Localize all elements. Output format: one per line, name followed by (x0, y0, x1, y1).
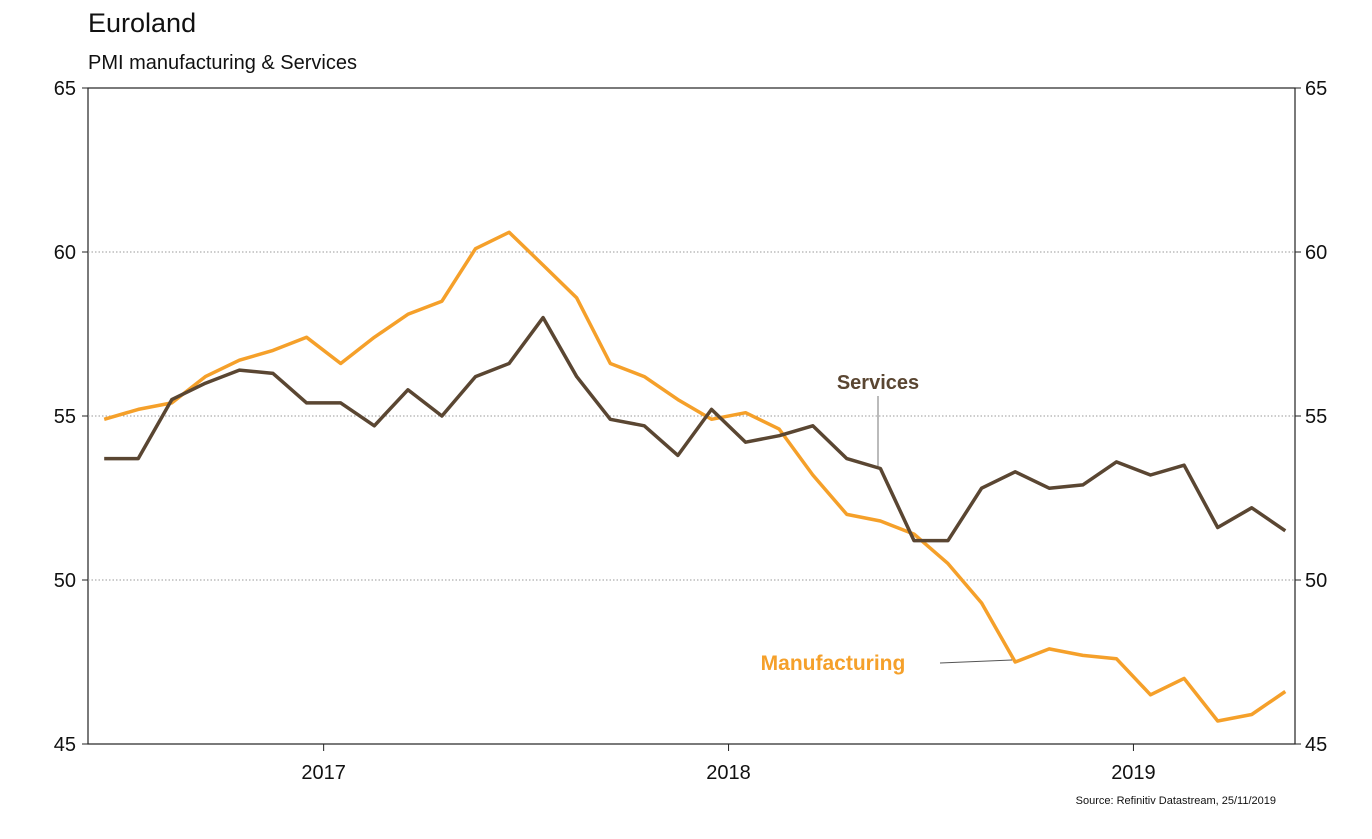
y-tick-label: 50 (54, 570, 76, 592)
y-tick-label: 65 (54, 78, 76, 100)
y2-tick-label: 60 (1305, 242, 1327, 264)
y-tick-label: 60 (54, 242, 76, 264)
series-label: Services (837, 372, 919, 394)
x-tick-label: 2017 (301, 762, 346, 784)
y2-tick-label: 55 (1305, 406, 1327, 428)
source: Source: Refinitiv Datastream, 25/11/2019 (1076, 795, 1276, 807)
chart-subtitle: PMI manufacturing & Services (88, 52, 357, 74)
chart-title: Euroland (88, 8, 196, 38)
series-line (104, 315, 1287, 543)
y2-tick-label: 50 (1305, 570, 1327, 592)
series-label: Manufacturing (761, 652, 906, 675)
y2-tick-label: 45 (1305, 734, 1327, 756)
series-line (103, 230, 1287, 723)
x-tick-label: 2018 (706, 762, 751, 784)
x-tick-label: 2019 (1111, 762, 1156, 784)
y-tick-label: 45 (54, 734, 76, 756)
y2-tick-label: 65 (1305, 78, 1327, 100)
y-tick-label: 55 (54, 406, 76, 428)
leader-line (939, 659, 1013, 664)
